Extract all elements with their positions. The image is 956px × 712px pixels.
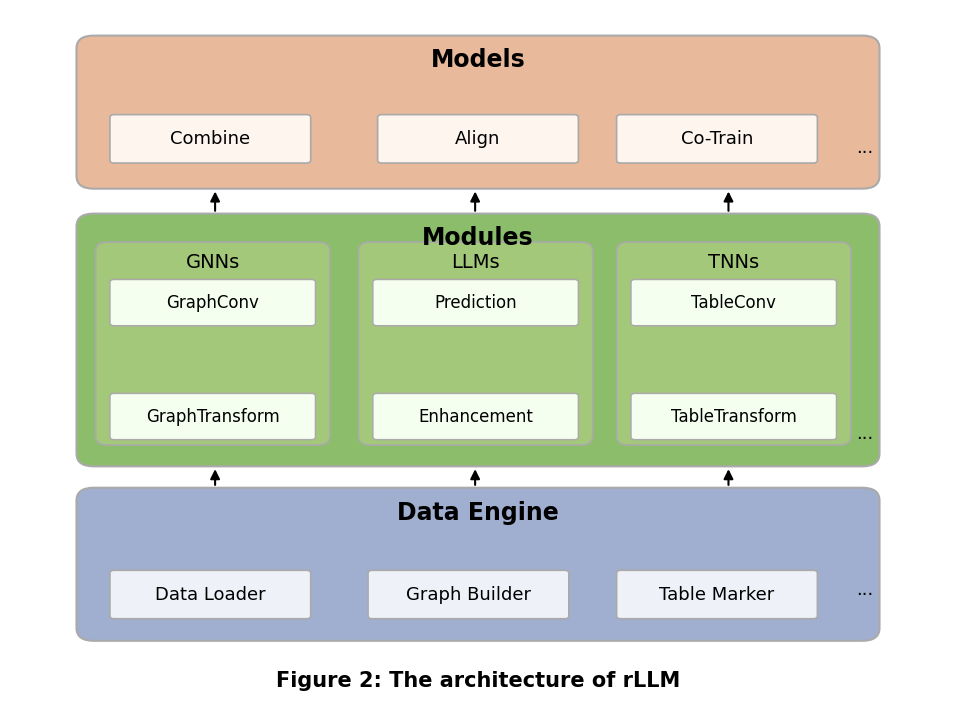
Text: Co-Train: Co-Train (681, 130, 753, 148)
FancyBboxPatch shape (373, 394, 578, 440)
Text: Align: Align (455, 130, 501, 148)
Text: TNNs: TNNs (708, 253, 759, 272)
Text: Data Loader: Data Loader (155, 585, 266, 604)
Text: GNNs: GNNs (185, 253, 240, 272)
FancyBboxPatch shape (76, 36, 880, 189)
Text: LLMs: LLMs (451, 253, 500, 272)
Text: ...: ... (857, 139, 874, 157)
Text: Figure 2: The architecture of rLLM: Figure 2: The architecture of rLLM (276, 671, 680, 691)
FancyBboxPatch shape (76, 488, 880, 641)
Text: GraphTransform: GraphTransform (146, 407, 279, 426)
Text: TableTransform: TableTransform (671, 407, 796, 426)
FancyBboxPatch shape (617, 242, 851, 445)
Text: Enhancement: Enhancement (418, 407, 533, 426)
Text: Prediction: Prediction (434, 293, 517, 312)
Text: Table Marker: Table Marker (660, 585, 774, 604)
Text: Data Engine: Data Engine (397, 501, 559, 525)
FancyBboxPatch shape (76, 214, 880, 466)
FancyBboxPatch shape (617, 115, 817, 163)
FancyBboxPatch shape (631, 394, 836, 440)
Text: ...: ... (857, 580, 874, 599)
FancyBboxPatch shape (96, 242, 330, 445)
FancyBboxPatch shape (110, 394, 315, 440)
FancyBboxPatch shape (110, 570, 311, 619)
FancyBboxPatch shape (358, 242, 593, 445)
Text: Graph Builder: Graph Builder (406, 585, 531, 604)
FancyBboxPatch shape (110, 280, 315, 326)
Text: ...: ... (857, 425, 874, 444)
FancyBboxPatch shape (617, 570, 817, 619)
Text: TableConv: TableConv (691, 293, 776, 312)
Text: Combine: Combine (170, 130, 250, 148)
FancyBboxPatch shape (378, 115, 578, 163)
Text: GraphConv: GraphConv (166, 293, 259, 312)
FancyBboxPatch shape (368, 570, 569, 619)
FancyBboxPatch shape (631, 280, 836, 326)
Text: Modules: Modules (423, 226, 533, 251)
FancyBboxPatch shape (373, 280, 578, 326)
Text: Models: Models (430, 48, 526, 73)
FancyBboxPatch shape (110, 115, 311, 163)
